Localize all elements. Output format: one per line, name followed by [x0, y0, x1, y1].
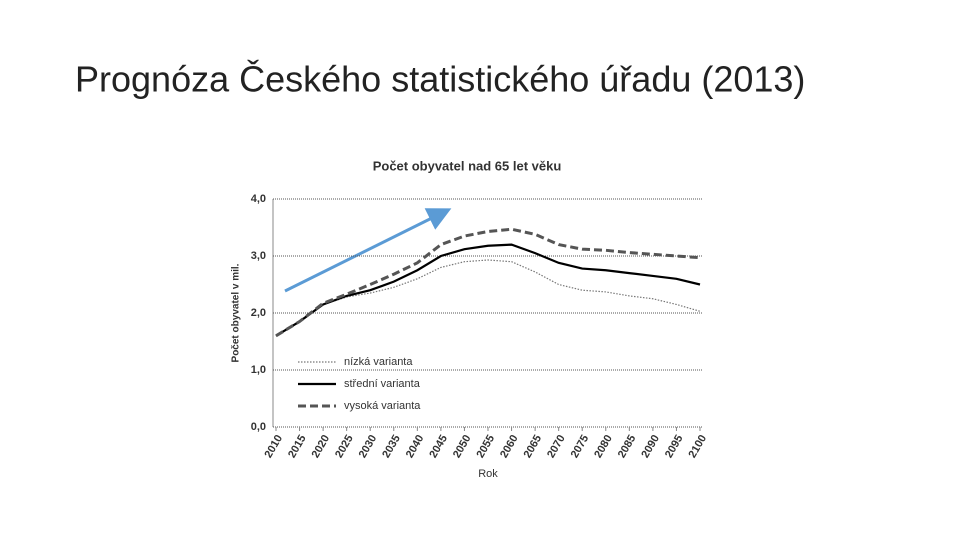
- y-tick-label: 4,0: [251, 193, 266, 205]
- y-tick-label: 2,0: [251, 307, 266, 319]
- x-tick-label: 2025: [333, 433, 356, 460]
- y-tick-label: 3,0: [251, 250, 266, 262]
- x-tick-label: 2055: [474, 433, 497, 460]
- x-tick-label: 2075: [569, 433, 592, 460]
- slide-title: Prognóza Českého statistického úřadu (20…: [75, 59, 805, 100]
- x-tick-label: 2015: [286, 433, 309, 460]
- x-tick-label: 2100: [686, 433, 709, 460]
- x-tick-label: 2040: [404, 433, 427, 460]
- y-tick-label: 1,0: [251, 364, 266, 376]
- x-tick-label: 2060: [498, 433, 521, 460]
- y-axis-label: Počet obyvatel v mil.: [231, 263, 242, 362]
- x-axis-label: Rok: [478, 468, 498, 480]
- x-tick-label: 2020: [310, 433, 333, 460]
- legend-label: nízká varianta: [344, 356, 413, 368]
- x-tick-label: 2095: [663, 433, 686, 460]
- chart-title: Počet obyvatel nad 65 let věku: [373, 158, 562, 173]
- x-tick-label: 2010: [262, 433, 285, 460]
- legend-label: vysoká varianta: [344, 400, 421, 412]
- x-tick-label: 2070: [545, 433, 568, 460]
- x-tick-label: 2045: [427, 433, 450, 460]
- x-tick-label: 2030: [357, 433, 380, 460]
- x-tick-label: 2035: [380, 433, 403, 460]
- x-tick-label: 2080: [592, 433, 615, 460]
- arrow: [284, 208, 452, 293]
- x-tick-label: 2050: [451, 433, 474, 460]
- x-tick-label: 2090: [639, 433, 662, 460]
- x-tick-label: 2085: [616, 433, 639, 460]
- y-tick-label: 0,0: [251, 421, 266, 433]
- legend-label: střední varianta: [344, 378, 421, 390]
- x-tick-label: 2065: [522, 433, 545, 460]
- line-series: [275, 243, 701, 337]
